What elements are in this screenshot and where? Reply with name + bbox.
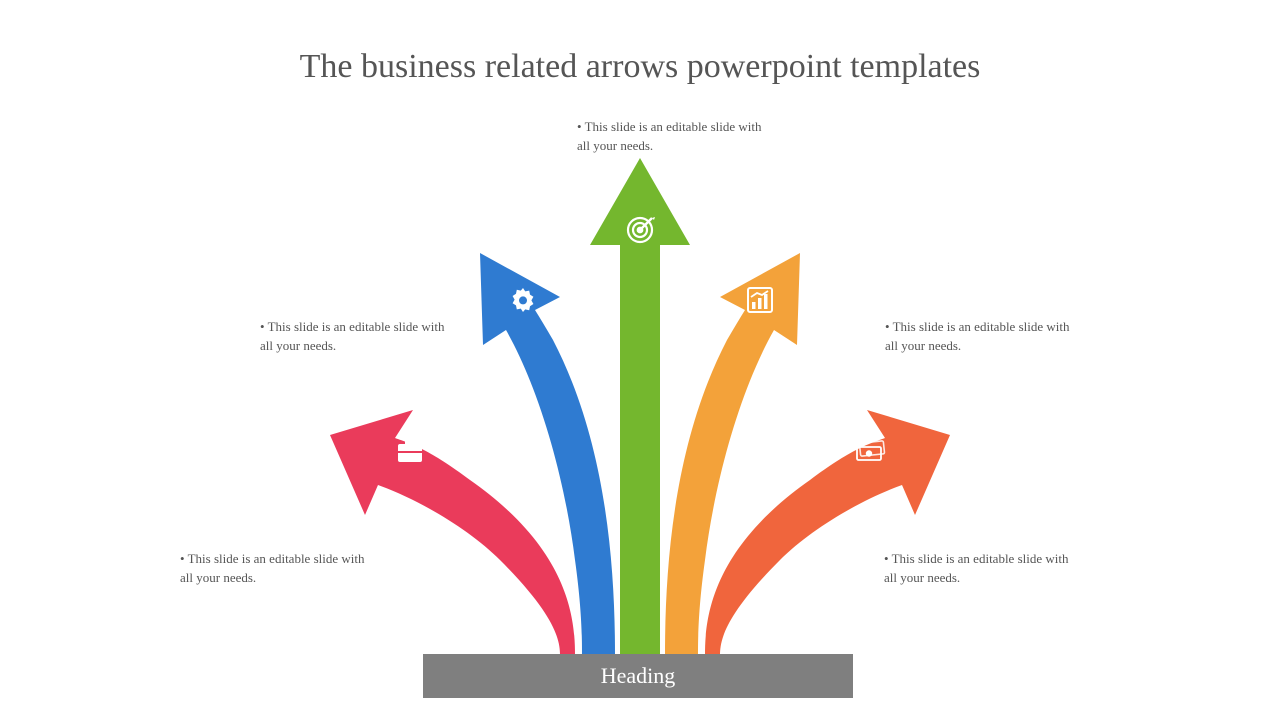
caption-center: This slide is an editable slide with all… [577, 118, 777, 156]
caption-right-inner: This slide is an editable slide with all… [885, 318, 1085, 356]
arrow-left-outer [330, 410, 575, 655]
caption-left-outer: This slide is an editable slide with all… [180, 550, 380, 588]
caption-right-outer: This slide is an editable slide with all… [884, 550, 1084, 588]
caption-left-inner: This slide is an editable slide with all… [260, 318, 460, 356]
arrows-svg [0, 0, 1280, 720]
heading-bar: Heading [423, 654, 853, 698]
heading-bar-label: Heading [601, 663, 676, 689]
arrow-right-outer [705, 410, 950, 655]
diagram-stage: This slide is an editable slide with all… [0, 0, 1280, 720]
